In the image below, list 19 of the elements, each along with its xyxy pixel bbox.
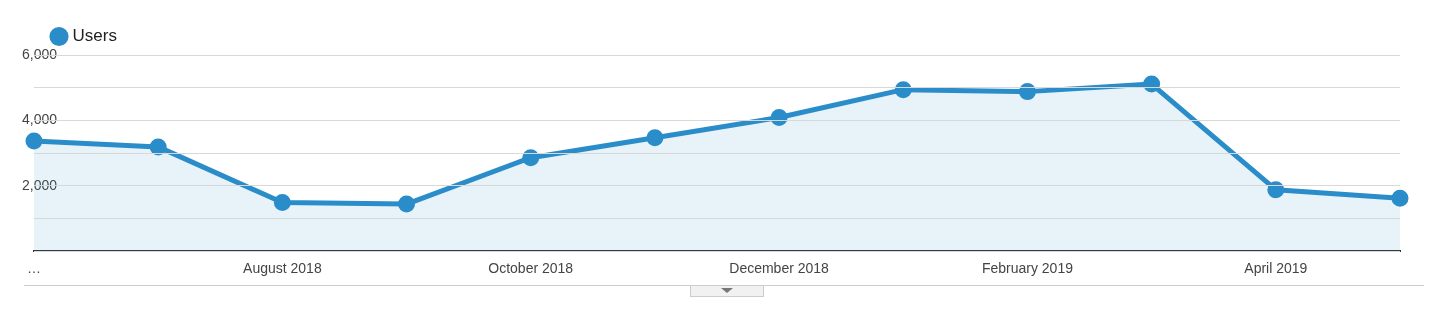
x-tick-label: February 2019 [981,260,1074,277]
point [522,149,540,167]
point [646,129,664,147]
point [1391,189,1409,207]
x-tick-label: December 2018 [729,260,830,277]
x-tick-label: April 2019 [1244,260,1308,277]
point [25,132,43,150]
point [770,108,788,126]
point [894,81,912,99]
point [1143,75,1161,93]
legend-label: Users [72,26,117,46]
point [273,193,291,211]
x-tick-label: August 2018 [243,260,322,277]
point [1267,181,1285,199]
x-tick-label: October 2018 [488,260,574,277]
point [1018,83,1036,101]
point [149,138,167,156]
point [398,195,416,213]
x-tick-label: … [27,260,41,277]
